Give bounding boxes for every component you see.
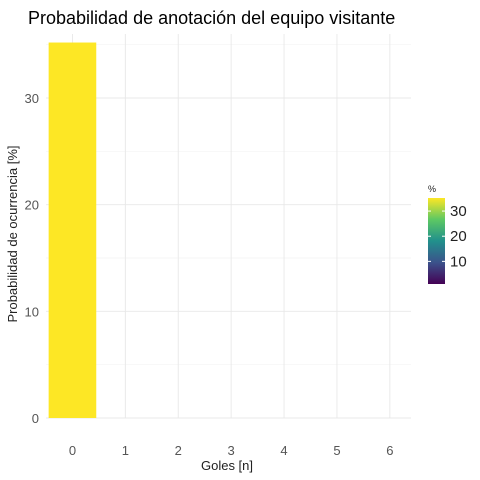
x-axis-title: Goles [n]	[201, 458, 253, 473]
y-tick-label: 30	[25, 91, 39, 106]
color-legend: % 10 20 30	[428, 184, 467, 284]
x-tick-label: 3	[228, 443, 235, 458]
y-axis-title: Probabilidad de ocurrencia [%]	[5, 145, 20, 322]
y-tick-label: 0	[32, 411, 39, 426]
legend-tick-label: 30	[450, 203, 467, 220]
x-tick-label: 5	[333, 443, 340, 458]
grid-lines	[46, 34, 411, 419]
x-tick-labels: 0 1 2 3 4 5 6	[69, 443, 394, 458]
x-tick-label: 4	[280, 443, 287, 458]
y-tick-label: 10	[25, 304, 39, 319]
x-tick-label: 1	[122, 443, 129, 458]
chart-title: Probabilidad de anotación del equipo vis…	[28, 8, 395, 28]
y-tick-labels: 0 10 20 30	[25, 91, 39, 426]
x-tick-label: 2	[175, 443, 182, 458]
bar-0	[48, 42, 97, 419]
legend-tick-label: 10	[450, 253, 467, 270]
legend-tick-label: 20	[450, 228, 467, 245]
legend-title: %	[428, 184, 436, 194]
legend-colorbar	[428, 198, 445, 284]
x-tick-label: 0	[69, 443, 76, 458]
x-tick-label: 6	[386, 443, 393, 458]
bars	[48, 42, 97, 419]
y-tick-label: 20	[25, 198, 39, 213]
legend-ticks: 10 20 30	[428, 203, 467, 270]
